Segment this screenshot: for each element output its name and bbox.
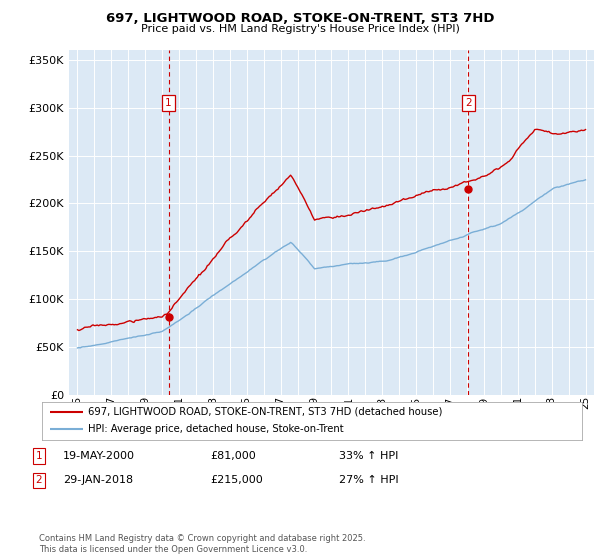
Text: 1: 1 <box>35 451 43 461</box>
Text: 2: 2 <box>465 98 472 108</box>
Text: 29-JAN-2018: 29-JAN-2018 <box>63 475 133 486</box>
Text: 2: 2 <box>35 475 43 486</box>
Text: 19-MAY-2000: 19-MAY-2000 <box>63 451 135 461</box>
Text: 27% ↑ HPI: 27% ↑ HPI <box>339 475 398 486</box>
Text: HPI: Average price, detached house, Stoke-on-Trent: HPI: Average price, detached house, Stok… <box>88 424 344 435</box>
Text: 697, LIGHTWOOD ROAD, STOKE-ON-TRENT, ST3 7HD (detached house): 697, LIGHTWOOD ROAD, STOKE-ON-TRENT, ST3… <box>88 407 442 417</box>
Text: 33% ↑ HPI: 33% ↑ HPI <box>339 451 398 461</box>
Text: 697, LIGHTWOOD ROAD, STOKE-ON-TRENT, ST3 7HD: 697, LIGHTWOOD ROAD, STOKE-ON-TRENT, ST3… <box>106 12 494 25</box>
Text: £215,000: £215,000 <box>210 475 263 486</box>
Text: 1: 1 <box>165 98 172 108</box>
Text: Contains HM Land Registry data © Crown copyright and database right 2025.
This d: Contains HM Land Registry data © Crown c… <box>39 534 365 554</box>
Text: £81,000: £81,000 <box>210 451 256 461</box>
Text: Price paid vs. HM Land Registry's House Price Index (HPI): Price paid vs. HM Land Registry's House … <box>140 24 460 34</box>
